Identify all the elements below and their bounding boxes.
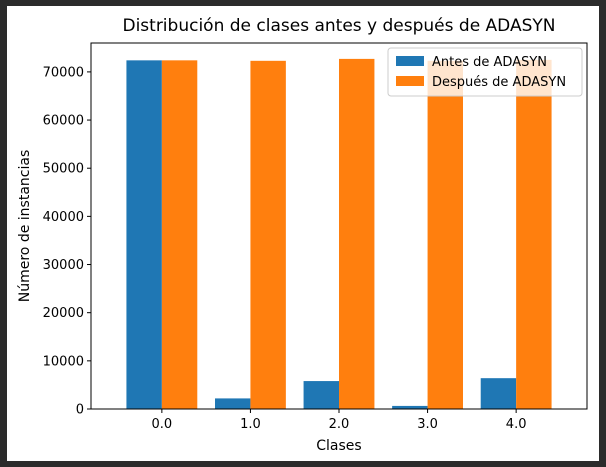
y-tick-label: 70000: [43, 65, 84, 80]
y-tick-label: 20000: [43, 306, 84, 321]
legend-label-0: Antes de ADASYN: [432, 55, 547, 70]
bar-series-0-cat-3: [392, 405, 428, 409]
x-tick-label: 1.0: [240, 417, 261, 432]
bar-series-1-cat-1: [250, 60, 286, 409]
y-axis: 0 10000 20000 30000 40000 50000 60000 70000: [43, 65, 91, 418]
chart-title: Distribución de clases antes y después d…: [122, 16, 555, 36]
bar-series-0-cat-1: [215, 398, 251, 409]
legend-swatch-1: [396, 76, 424, 86]
bar-series-1-cat-4: [516, 59, 552, 410]
y-axis-label: Número de instancias: [17, 150, 33, 302]
bar-series-1-cat-2: [339, 58, 375, 409]
bar-chart: Distribución de clases antes y después d…: [17, 16, 588, 454]
x-axis: 0.0 1.0 2.0 3.0 4.0: [152, 409, 527, 432]
x-axis-label: Clases: [316, 438, 361, 454]
y-tick-label: 30000: [43, 258, 84, 273]
bar-series-1-cat-3: [427, 60, 463, 409]
y-tick-label: 60000: [43, 114, 84, 129]
y-tick-label: 10000: [43, 354, 84, 369]
legend: Antes de ADASYN Después de ADASYN: [387, 47, 583, 97]
x-tick-label: 4.0: [506, 417, 527, 432]
x-tick-label: 3.0: [417, 417, 438, 432]
y-tick-label: 50000: [43, 162, 84, 177]
bar-series-0-cat-2: [303, 381, 339, 409]
bar-series-0-cat-4: [480, 378, 517, 409]
bar-series-1-cat-0: [161, 60, 198, 410]
legend-swatch-0: [396, 56, 424, 66]
legend-box: [387, 47, 583, 97]
y-tick-label: 0: [76, 403, 84, 418]
legend-label-1: Después de ADASYN: [432, 75, 566, 90]
x-tick-label: 2.0: [329, 417, 350, 432]
x-tick-label: 0.0: [152, 417, 173, 432]
bar-series-0-cat-0: [126, 60, 162, 410]
y-tick-label: 40000: [43, 210, 84, 225]
bars-group: [126, 58, 552, 410]
chart-figure: Distribución de clases antes y después d…: [7, 6, 599, 461]
